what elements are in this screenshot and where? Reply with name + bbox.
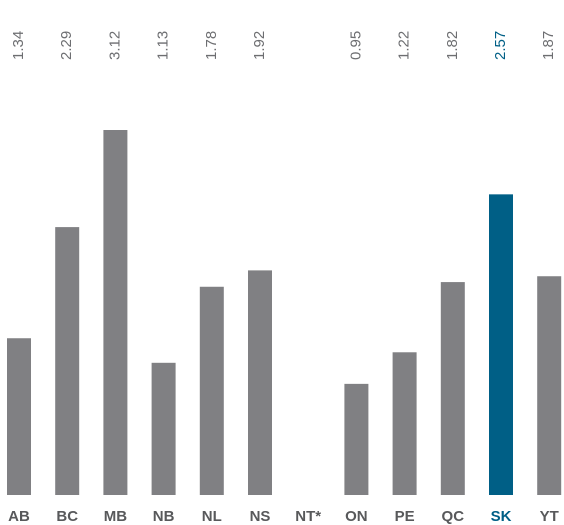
bar xyxy=(55,227,80,495)
x-tick-label: YT xyxy=(540,508,559,525)
bar xyxy=(440,282,465,495)
x-tick-label: NT* xyxy=(295,508,321,525)
x-tick-label: AB xyxy=(8,508,30,525)
value-label: 1.82 xyxy=(444,31,461,60)
value-label: 2.57 xyxy=(492,31,509,60)
bar xyxy=(489,194,513,495)
bar xyxy=(392,352,417,495)
value-label: 0.95 xyxy=(347,31,364,60)
bar xyxy=(344,383,369,495)
bar xyxy=(537,276,562,495)
x-tick-label: ON xyxy=(345,508,368,525)
value-label: 1.34 xyxy=(10,31,27,60)
x-tick-label: NL xyxy=(202,508,222,525)
x-tick-label: NS xyxy=(250,508,271,525)
x-tick-label: SK xyxy=(491,508,512,525)
x-tick-label: MB xyxy=(104,508,127,525)
bar xyxy=(7,338,31,495)
value-label: 1.78 xyxy=(203,31,220,60)
value-label: 1.92 xyxy=(251,31,268,60)
x-tick-label: QC xyxy=(442,508,465,525)
bar xyxy=(103,130,128,495)
bar xyxy=(199,286,224,495)
value-label: 1.13 xyxy=(155,31,172,60)
x-tick-label: PE xyxy=(395,508,415,525)
bar xyxy=(248,270,272,495)
value-label: 1.87 xyxy=(540,31,557,60)
bar xyxy=(151,362,176,495)
x-tick-label: BC xyxy=(56,508,78,525)
x-tick-label: NB xyxy=(153,508,175,525)
value-label: 2.29 xyxy=(58,31,75,60)
value-label: 3.12 xyxy=(106,31,123,60)
value-label: 1.22 xyxy=(396,31,413,60)
